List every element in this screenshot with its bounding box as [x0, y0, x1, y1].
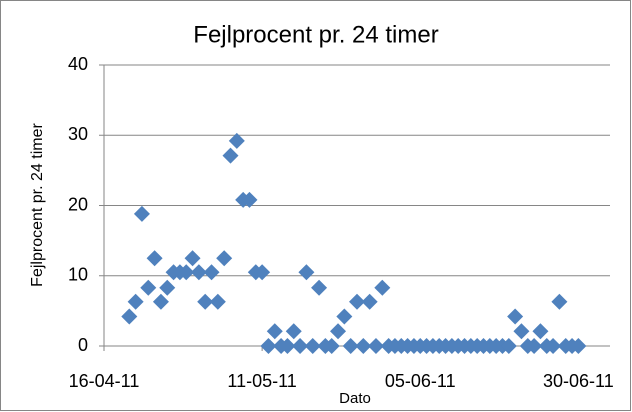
- x-axis-label: Dato: [339, 390, 371, 407]
- y-tick-label: 20: [68, 194, 88, 214]
- point: [152, 293, 169, 310]
- point: [551, 293, 568, 310]
- y-tick-label: 10: [68, 265, 88, 285]
- point: [203, 264, 220, 281]
- point: [197, 293, 214, 310]
- point: [222, 147, 239, 164]
- point: [178, 264, 195, 281]
- point: [241, 191, 258, 208]
- point: [266, 323, 283, 340]
- point: [298, 264, 315, 281]
- point: [342, 338, 359, 354]
- point: [279, 338, 296, 354]
- point: [159, 279, 176, 296]
- point: [532, 323, 549, 340]
- point: [355, 338, 372, 354]
- point: [526, 338, 543, 354]
- point: [146, 250, 163, 267]
- point: [292, 338, 309, 354]
- point: [545, 338, 562, 354]
- point: [260, 338, 277, 354]
- point: [133, 205, 150, 222]
- point: [374, 279, 391, 296]
- y-tick-label: 30: [68, 124, 88, 144]
- point: [336, 308, 353, 325]
- point: [311, 279, 328, 296]
- point: [513, 323, 530, 340]
- point: [209, 293, 226, 310]
- y-tick-label: 0: [78, 335, 88, 355]
- point: [184, 250, 201, 267]
- point: [285, 323, 302, 340]
- x-tick-label: 05-06-11: [385, 371, 456, 391]
- point: [190, 264, 207, 281]
- point: [304, 338, 321, 354]
- point: [254, 264, 271, 281]
- point: [140, 279, 157, 296]
- point: [367, 338, 384, 354]
- point: [323, 338, 340, 354]
- y-tick-label: 40: [68, 54, 88, 74]
- point: [500, 338, 517, 354]
- point: [570, 338, 587, 354]
- point: [228, 132, 245, 149]
- x-tick-label: 16-04-11: [69, 371, 140, 391]
- point: [216, 250, 233, 267]
- point: [361, 293, 378, 310]
- x-tick-label: 11-05-11: [227, 371, 296, 391]
- x-tick-label: 30-06-11: [543, 371, 614, 391]
- y-axis-label: Fejlprocent pr. 24 timer: [29, 123, 46, 287]
- point: [121, 308, 138, 325]
- point: [127, 293, 144, 310]
- point: [507, 308, 524, 325]
- chart-title: Fejlprocent pr. 24 timer: [193, 21, 438, 48]
- point: [349, 293, 365, 310]
- point: [330, 323, 347, 340]
